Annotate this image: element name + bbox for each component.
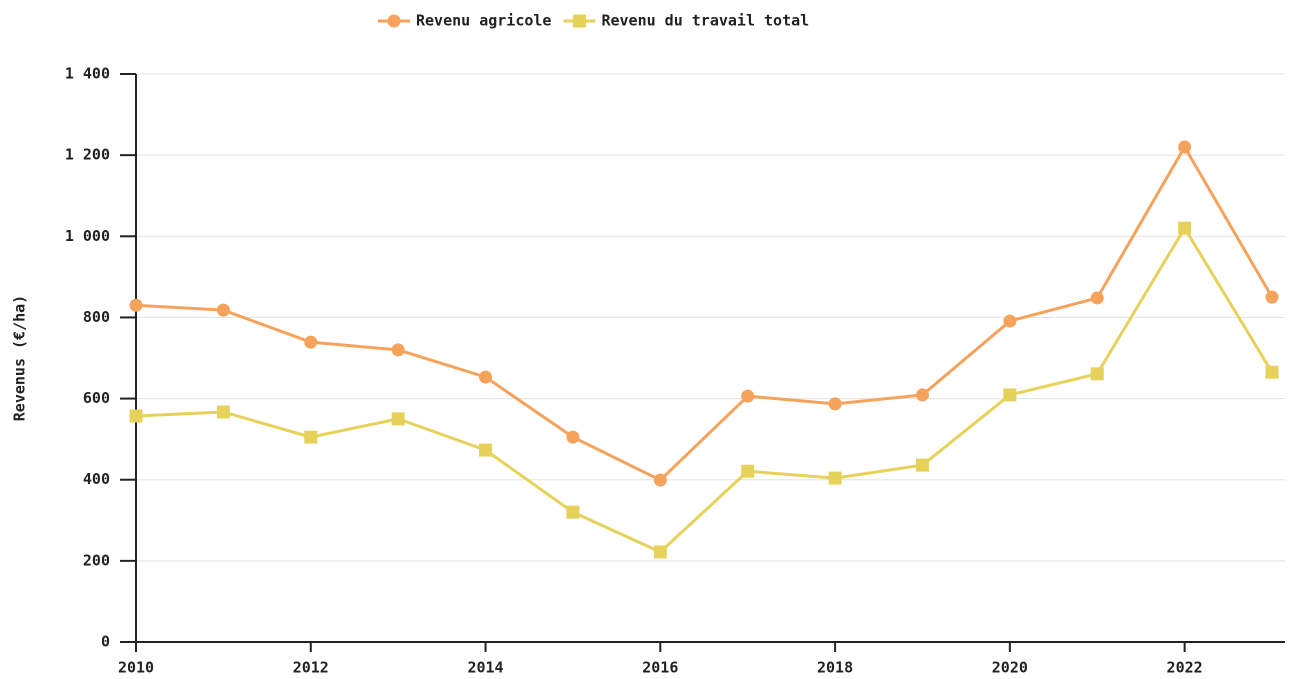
marker bbox=[828, 471, 842, 485]
marker bbox=[1003, 388, 1017, 402]
legend-label: Revenu agricole bbox=[416, 12, 551, 30]
x-tick-label: 2010 bbox=[118, 659, 154, 677]
x-tick-label: 2012 bbox=[293, 659, 329, 677]
y-tick-label: 400 bbox=[83, 470, 110, 488]
marker bbox=[1178, 221, 1192, 235]
marker bbox=[479, 370, 493, 384]
marker bbox=[828, 397, 842, 411]
y-tick-label: 800 bbox=[83, 308, 110, 326]
marker bbox=[304, 335, 318, 349]
marker bbox=[1178, 140, 1192, 154]
marker bbox=[391, 343, 405, 357]
x-tick-label: 2020 bbox=[992, 659, 1028, 677]
marker bbox=[129, 409, 143, 423]
y-tick-label: 1 000 bbox=[65, 227, 110, 245]
marker bbox=[915, 388, 929, 402]
x-tick-label: 2018 bbox=[817, 659, 853, 677]
x-tick-label: 2022 bbox=[1167, 659, 1203, 677]
y-tick-label: 0 bbox=[101, 633, 110, 651]
series-line bbox=[135, 225, 1274, 554]
marker bbox=[1090, 367, 1104, 381]
marker bbox=[741, 389, 755, 403]
y-tick-label: 600 bbox=[83, 389, 110, 407]
legend-label: Revenu du travail total bbox=[601, 12, 809, 30]
marker bbox=[479, 443, 493, 457]
legend-marker bbox=[387, 14, 401, 28]
marker bbox=[1265, 365, 1279, 379]
marker bbox=[915, 458, 929, 472]
marker bbox=[653, 545, 667, 559]
x-tick-label: 2016 bbox=[642, 659, 678, 677]
series-line bbox=[135, 144, 1274, 482]
y-tick-label: 1 200 bbox=[65, 146, 110, 164]
marker bbox=[566, 430, 580, 444]
marker bbox=[391, 412, 405, 426]
y-tick-label: 1 400 bbox=[65, 65, 110, 83]
x-tick-label: 2014 bbox=[467, 659, 503, 677]
legend-marker bbox=[572, 14, 586, 28]
marker bbox=[1265, 290, 1279, 304]
marker bbox=[216, 303, 230, 317]
y-axis-label: Revenus (€/ha) bbox=[11, 295, 29, 421]
marker bbox=[566, 505, 580, 519]
marker bbox=[1003, 314, 1017, 328]
marker bbox=[304, 430, 318, 444]
marker bbox=[129, 298, 143, 312]
marker bbox=[653, 473, 667, 487]
y-tick-label: 200 bbox=[83, 551, 110, 569]
marker bbox=[216, 405, 230, 419]
marker bbox=[1090, 291, 1104, 305]
marker bbox=[741, 464, 755, 478]
